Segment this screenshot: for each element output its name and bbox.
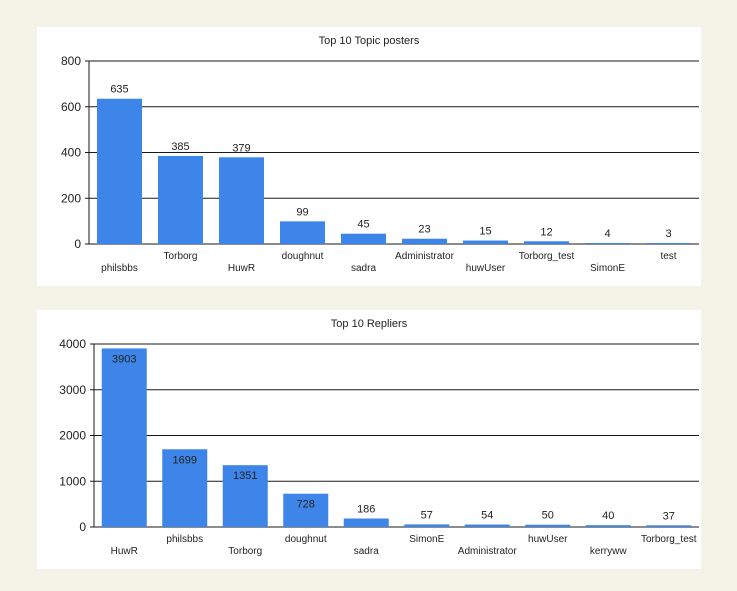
- x-tick-label: Torborg: [228, 546, 262, 557]
- x-tick-label: sadra: [351, 263, 376, 274]
- x-tick-label: doughnut: [282, 251, 324, 262]
- bar: [646, 525, 692, 527]
- data-label: 3: [665, 228, 671, 240]
- x-tick-label: SimonE: [409, 534, 444, 545]
- x-tick-label: test: [660, 251, 676, 262]
- x-tick-label: HuwR: [111, 546, 138, 557]
- data-label: 186: [357, 503, 375, 515]
- data-label: 54: [481, 510, 493, 522]
- y-tick-label: 0: [79, 520, 86, 534]
- chart-title: Top 10 Topic posters: [318, 35, 420, 47]
- bar: [404, 524, 450, 527]
- y-tick-label: 3000: [59, 383, 86, 397]
- x-tick-label: kerryww: [590, 546, 627, 557]
- data-label: 23: [418, 224, 430, 236]
- topic-posters-chart: 0 200 400 600 800 635 philsbbs 385 Torborg 379 Huw…: [61, 54, 699, 274]
- y-tick-label: 600: [61, 100, 81, 114]
- data-label: 40: [602, 510, 614, 522]
- x-tick-label: SimonE: [590, 263, 625, 274]
- bar: [283, 493, 329, 527]
- x-tick-label: Administrator: [395, 251, 455, 262]
- data-label: 37: [663, 510, 675, 522]
- data-label: 379: [232, 142, 250, 154]
- data-label: 99: [296, 206, 308, 218]
- data-label: 635: [110, 84, 128, 96]
- bar: [524, 241, 569, 244]
- x-tick-label: huwUser: [528, 534, 568, 545]
- bar: [162, 449, 208, 527]
- y-tick-label: 0: [74, 237, 81, 251]
- y-tick-label: 2000: [59, 429, 86, 443]
- chart-title: Top 10 Repliers: [330, 318, 408, 330]
- x-tick-label: Torborg_test: [641, 534, 697, 545]
- bar: [585, 525, 631, 527]
- data-label: 728: [297, 499, 315, 511]
- y-tick-label: 1000: [59, 474, 86, 488]
- x-tick-label: Administrator: [458, 546, 518, 557]
- x-tick-label: Torborg_test: [519, 251, 575, 262]
- x-tick-label: HuwR: [228, 263, 255, 274]
- y-tick-label: 400: [61, 146, 81, 160]
- bar: [525, 524, 571, 527]
- bar: [280, 221, 325, 244]
- data-label: 50: [542, 510, 554, 522]
- repliers-chart-panel: Top 10 Repliers 0 1000 2000 3000 4000 3903 Huw…: [37, 310, 701, 569]
- data-label: 12: [540, 226, 552, 238]
- x-tick-label: doughnut: [285, 534, 327, 545]
- y-tick-label: 4000: [59, 337, 86, 351]
- bar: [158, 155, 203, 244]
- bar: [585, 243, 630, 244]
- data-label: 1699: [173, 454, 197, 466]
- bar: [341, 233, 386, 244]
- topic-posters-chart-panel: Top 10 Topic posters 0 200 400 600 800 635 phi…: [37, 27, 701, 286]
- bar: [646, 243, 691, 244]
- x-tick-label: Torborg: [164, 251, 198, 262]
- y-tick-label: 800: [61, 54, 81, 68]
- x-tick-label: philsbbs: [166, 534, 203, 545]
- data-label: 1351: [233, 470, 257, 482]
- y-tick-label: 200: [61, 191, 81, 205]
- data-label: 385: [171, 141, 189, 153]
- repliers-chart: 0 1000 2000 3000 4000 3903 HuwR 1699 philsbbs 135…: [59, 337, 699, 557]
- data-label: 45: [357, 219, 369, 231]
- bar: [464, 524, 510, 527]
- bar: [343, 518, 389, 527]
- bar: [463, 240, 508, 244]
- data-label: 15: [479, 226, 491, 238]
- x-tick-label: sadra: [354, 546, 379, 557]
- x-tick-label: huwUser: [466, 263, 506, 274]
- bar: [222, 465, 268, 527]
- bar: [402, 238, 447, 244]
- bar: [219, 157, 264, 244]
- x-tick-label: philsbbs: [101, 263, 138, 274]
- data-label: 57: [421, 509, 433, 521]
- data-label: 4: [604, 228, 610, 240]
- bar: [101, 348, 147, 527]
- bar: [97, 98, 142, 245]
- data-label: 3903: [112, 353, 136, 365]
